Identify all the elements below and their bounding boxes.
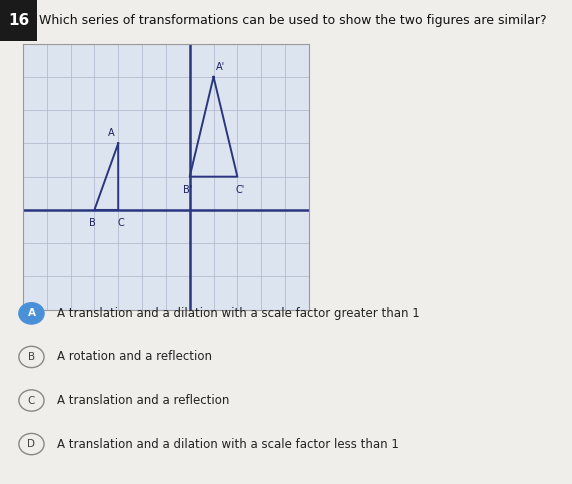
Text: A': A' [216, 62, 225, 72]
Text: A: A [27, 308, 35, 318]
Text: D: D [27, 439, 35, 449]
Text: A: A [108, 128, 114, 138]
Text: A translation and a dilation with a scale factor greater than 1: A translation and a dilation with a scal… [57, 307, 420, 320]
Text: A translation and a dilation with a scale factor less than 1: A translation and a dilation with a scal… [57, 438, 399, 451]
Text: 16: 16 [8, 13, 29, 28]
Text: B: B [28, 352, 35, 362]
Text: C: C [28, 395, 35, 406]
Text: B: B [89, 218, 96, 228]
Text: B': B' [182, 185, 192, 195]
Text: C': C' [235, 185, 244, 195]
Text: A translation and a reflection: A translation and a reflection [57, 394, 229, 407]
Text: C: C [117, 218, 124, 228]
Text: Which series of transformations can be used to show the two figures are similar?: Which series of transformations can be u… [39, 14, 546, 27]
Text: A rotation and a reflection: A rotation and a reflection [57, 350, 212, 363]
